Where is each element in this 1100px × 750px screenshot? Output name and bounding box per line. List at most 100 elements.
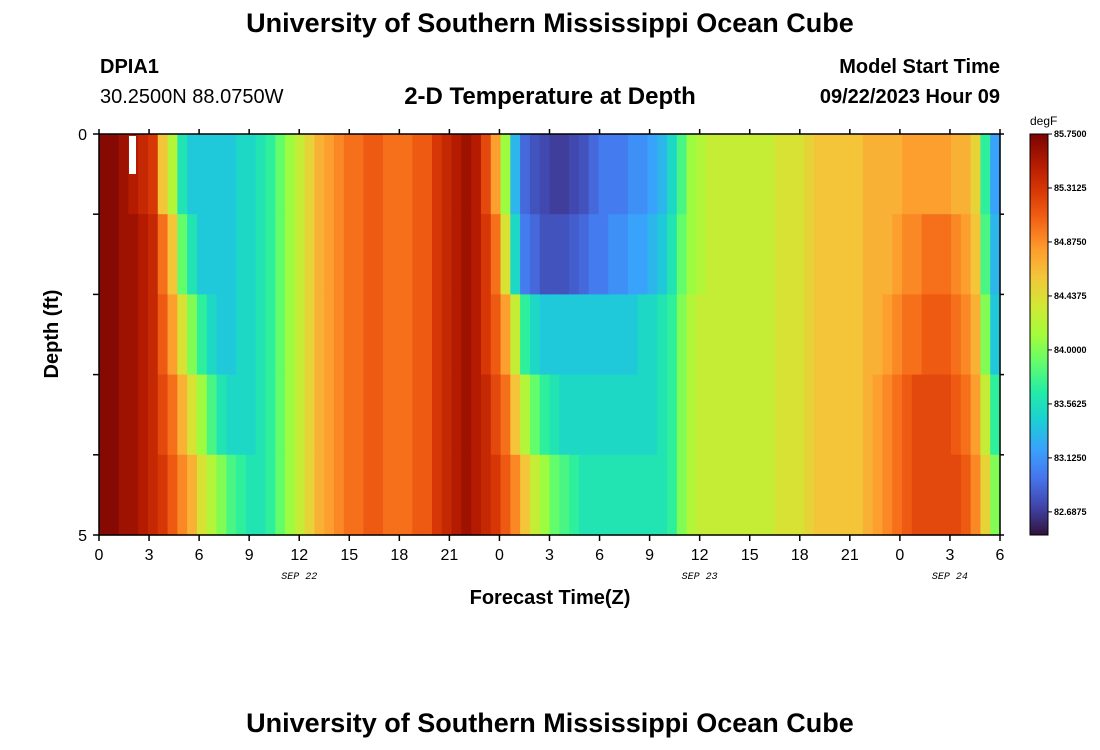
heatmap-cell bbox=[177, 214, 188, 295]
heatmap-cell bbox=[627, 294, 639, 376]
heatmap-cell bbox=[833, 214, 844, 295]
heatmap-cell bbox=[667, 374, 678, 456]
heatmap-cell bbox=[500, 294, 511, 376]
heatmap-cell bbox=[784, 214, 795, 295]
heatmap-cell bbox=[373, 134, 384, 215]
heatmap-cell bbox=[353, 294, 365, 376]
heatmap-cell bbox=[402, 214, 413, 295]
heatmap-cell bbox=[980, 214, 991, 295]
heatmap-cell bbox=[167, 214, 178, 295]
heatmap-cell bbox=[559, 454, 570, 536]
heatmap-cell bbox=[196, 134, 208, 215]
heatmap-cell bbox=[715, 454, 727, 536]
x-tick-label: 0 bbox=[895, 547, 904, 564]
heatmap-cell bbox=[676, 214, 688, 295]
heatmap-cell bbox=[431, 454, 443, 536]
heatmap-cell bbox=[363, 214, 374, 295]
heatmap-cell bbox=[931, 294, 942, 376]
heatmap-cell bbox=[314, 294, 325, 376]
heatmap-cell bbox=[304, 374, 316, 456]
heatmap-cell bbox=[147, 374, 159, 456]
heatmap-cell bbox=[882, 294, 893, 376]
heatmap-cell bbox=[118, 294, 129, 376]
heatmap-cell bbox=[422, 214, 433, 295]
heatmap-cell bbox=[823, 134, 835, 215]
heatmap-cell bbox=[471, 374, 482, 456]
heatmap-cell bbox=[862, 374, 874, 456]
heatmap-cell bbox=[236, 294, 247, 376]
heatmap-cell bbox=[490, 134, 502, 215]
heatmap-cell bbox=[882, 374, 893, 456]
heatmap-cell bbox=[539, 454, 551, 536]
heatmap-cell bbox=[813, 374, 825, 456]
heatmap-cell bbox=[588, 214, 600, 295]
heatmap-cell bbox=[265, 454, 276, 536]
heatmap-cell bbox=[960, 134, 972, 215]
heatmap-cell bbox=[794, 294, 805, 376]
heatmap-cell bbox=[843, 294, 854, 376]
heatmap-cell bbox=[343, 134, 355, 215]
heatmap-cell bbox=[196, 294, 208, 376]
heatmap-cell bbox=[941, 214, 952, 295]
heatmap-cell bbox=[667, 214, 678, 295]
heatmap-cell bbox=[334, 454, 345, 536]
heatmap-cell bbox=[285, 374, 296, 456]
date-label: SEP 22 bbox=[281, 572, 317, 583]
heatmap-cell bbox=[412, 214, 423, 295]
heatmap-cell bbox=[960, 214, 972, 295]
heatmap-cell bbox=[451, 294, 462, 376]
heatmap-cell bbox=[451, 374, 462, 456]
heatmap-cell bbox=[363, 134, 374, 215]
heatmap-cell bbox=[725, 294, 737, 376]
heatmap-cell bbox=[608, 454, 619, 536]
heatmap-cell bbox=[745, 134, 756, 215]
heatmap-cell bbox=[647, 294, 658, 376]
heatmap-cell bbox=[392, 374, 404, 456]
heatmap-cell bbox=[892, 134, 903, 215]
heatmap-cell bbox=[118, 134, 129, 215]
heatmap-cell bbox=[383, 134, 394, 215]
heatmap-cell bbox=[265, 134, 276, 215]
heatmap-cell bbox=[813, 294, 825, 376]
heatmap-cell bbox=[764, 214, 776, 295]
heatmap-cell bbox=[755, 134, 766, 215]
heatmap-cell bbox=[177, 134, 188, 215]
heatmap-cell bbox=[970, 214, 982, 295]
heatmap-cell bbox=[872, 294, 884, 376]
heatmap-cell bbox=[686, 374, 697, 456]
heatmap-cell bbox=[167, 134, 178, 215]
heatmap-cell bbox=[461, 134, 472, 215]
heatmap-cell bbox=[490, 294, 502, 376]
heatmap-cell bbox=[569, 214, 580, 295]
heatmap-cell bbox=[147, 294, 159, 376]
heatmap-cell bbox=[990, 374, 1001, 456]
heatmap-cell bbox=[383, 214, 394, 295]
x-tick-label: 6 bbox=[996, 547, 1005, 564]
heatmap-cell bbox=[784, 454, 795, 536]
heatmap-cell bbox=[471, 214, 482, 295]
heatmap-cell bbox=[500, 214, 511, 295]
heatmap-cell bbox=[275, 374, 286, 456]
heatmap-cell bbox=[774, 214, 786, 295]
heatmap-cell bbox=[480, 294, 492, 376]
heatmap-cell bbox=[304, 454, 316, 536]
heatmap-cell bbox=[853, 294, 864, 376]
heatmap-cell bbox=[657, 454, 668, 536]
heatmap-cell bbox=[892, 294, 903, 376]
heatmap-cell bbox=[226, 374, 237, 456]
heatmap-cell bbox=[422, 294, 433, 376]
heatmap-cell bbox=[823, 294, 835, 376]
heatmap-cell bbox=[451, 454, 462, 536]
heatmap-cell bbox=[392, 294, 404, 376]
heatmap-cell bbox=[598, 374, 609, 456]
heatmap-cell bbox=[853, 454, 864, 536]
heatmap-cell bbox=[627, 214, 639, 295]
heatmap-cell bbox=[236, 214, 247, 295]
heatmap-cell bbox=[715, 374, 727, 456]
heatmap-cell bbox=[285, 214, 296, 295]
heatmap-cell bbox=[265, 374, 276, 456]
heatmap-cell bbox=[902, 454, 913, 536]
colorbar-unit-label: degF bbox=[1030, 114, 1057, 128]
heatmap-cell bbox=[314, 374, 325, 456]
heatmap-cell bbox=[226, 294, 237, 376]
